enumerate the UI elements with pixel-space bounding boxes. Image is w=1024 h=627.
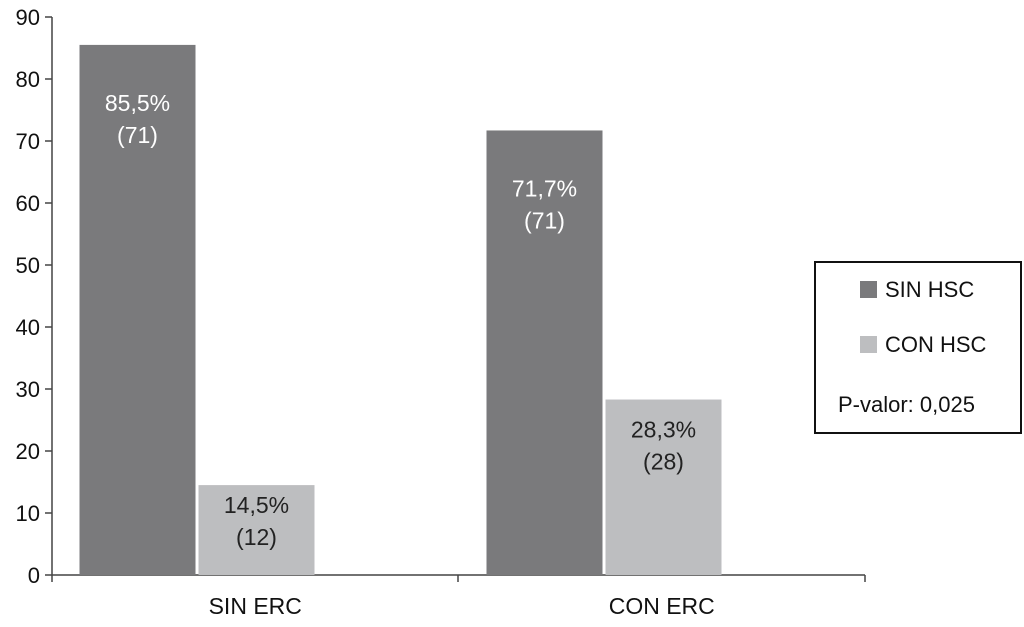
y-axis: 0 10 20 30 40 50 60 70 80 90 — [16, 5, 53, 588]
y-tick-label: 60 — [16, 191, 40, 216]
y-tick-label: 80 — [16, 67, 40, 92]
bar-con-hsc — [605, 399, 722, 575]
y-tick-label: 20 — [16, 439, 40, 464]
y-tick-label: 10 — [16, 501, 40, 526]
legend: SIN HSC CON HSC P-valor: 0,025 — [814, 261, 1022, 434]
y-tick-label: 0 — [28, 563, 40, 588]
x-axis: SIN ERC CON ERC — [51, 574, 866, 619]
bar-sin-hsc — [79, 44, 196, 575]
legend-swatch-sin-hsc — [860, 281, 877, 298]
bar-con-hsc — [198, 485, 315, 575]
y-tick-label: 30 — [16, 377, 40, 402]
legend-label-sin-hsc: SIN HSC — [885, 277, 974, 302]
bar-data-label: (71) — [524, 207, 565, 233]
bars — [79, 44, 722, 575]
legend-label-con-hsc: CON HSC — [885, 332, 987, 357]
bar-data-label: (12) — [236, 524, 277, 550]
legend-p-value: P-valor: 0,025 — [838, 392, 975, 417]
y-tick-label: 70 — [16, 129, 40, 154]
bar-data-label: 14,5% — [224, 492, 289, 518]
bar-labels: 85,5% (71) 71,7% (71) 14,5% (12) 28,3% (28) — [105, 90, 696, 550]
bar-data-label: 71,7% — [512, 175, 577, 201]
y-tick-label: 40 — [16, 315, 40, 340]
legend-swatch-con-hsc — [860, 336, 877, 353]
x-category-label: CON ERC — [609, 593, 715, 619]
bar-data-label: (28) — [643, 449, 684, 475]
x-category-label: SIN ERC — [209, 593, 302, 619]
legend-box — [814, 261, 1022, 434]
y-tick-label: 50 — [16, 253, 40, 278]
bar-data-label: (71) — [117, 122, 158, 148]
bar-data-label: 28,3% — [631, 417, 696, 443]
bar-data-label: 85,5% — [105, 90, 170, 116]
y-tick-label: 90 — [16, 5, 40, 30]
bar-sin-hsc — [486, 130, 603, 575]
